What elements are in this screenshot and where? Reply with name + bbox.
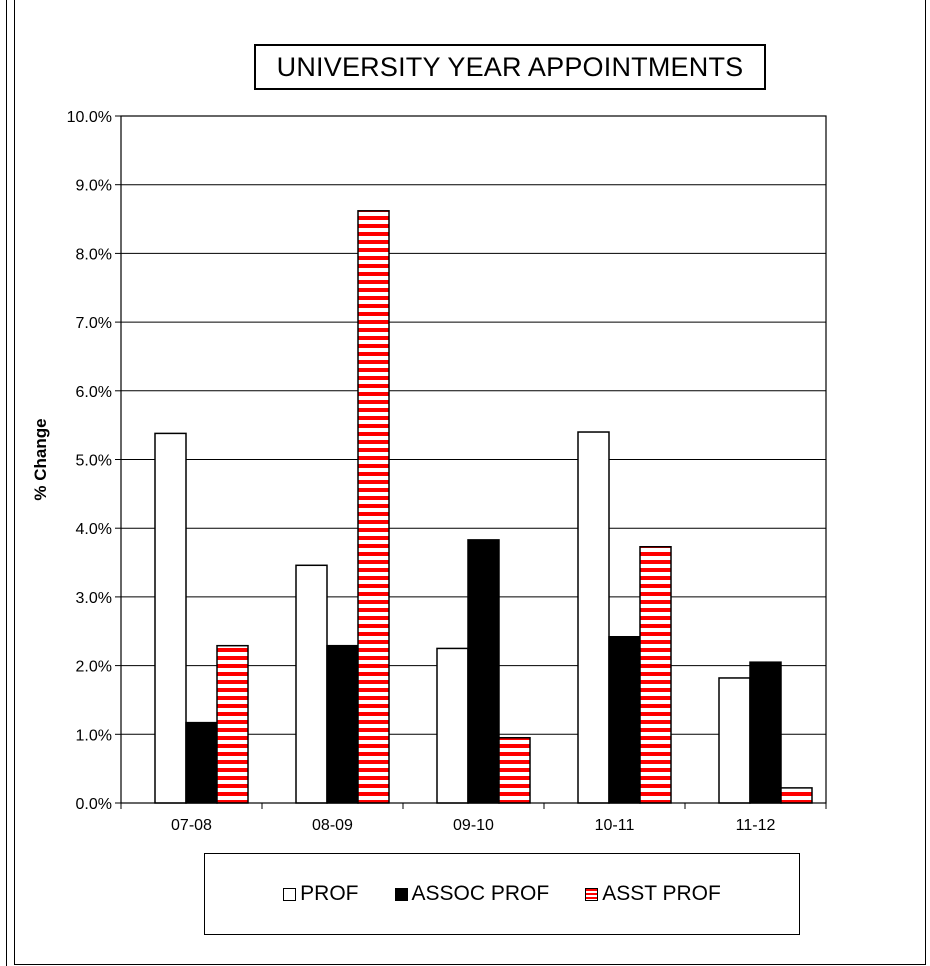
y-tick-label: 7.0%	[76, 315, 112, 332]
legend: PROF ASSOC PROF ASST PROF	[204, 853, 800, 935]
bar-prof	[154, 432, 187, 804]
legend-label-asst-prof: ASST PROF	[602, 882, 721, 905]
y-tick-labels: 0.0% 1.0% 2.0% 3.0% 4.0% 5.0% 6.0% 7.0% 8.0% 9.0%…	[67, 109, 112, 813]
legend-label-prof: PROF	[300, 882, 359, 905]
bar-asst-prof	[780, 787, 813, 804]
y-tick-label: 1.0%	[76, 727, 112, 744]
legend-swatch-assoc-prof	[394, 887, 408, 901]
bar-assoc-prof	[749, 661, 782, 804]
chart-border	[14, 0, 926, 965]
legend-item-asst-prof: ASST PROF	[585, 882, 721, 906]
y-tick-label: 2.0%	[76, 659, 112, 676]
x-tick-label: 07-08	[171, 817, 212, 834]
legend-item-prof: PROF	[283, 882, 359, 906]
y-tick-label: 5.0%	[76, 453, 112, 470]
legend-item-assoc-prof: ASSOC PROF	[394, 882, 550, 906]
legend-label-assoc-prof: ASSOC PROF	[411, 882, 550, 905]
y-tick-label: 8.0%	[76, 246, 112, 263]
bar-assoc-prof	[185, 721, 218, 804]
y-tick-label: 3.0%	[76, 590, 112, 607]
plot-area-border	[120, 115, 827, 804]
y-tick-label: 9.0%	[76, 178, 112, 195]
legend-swatch-asst-prof	[585, 887, 599, 901]
x-tick-label: 08-09	[312, 817, 353, 834]
x-tick-label: 10-11	[595, 817, 635, 834]
axes	[115, 115, 827, 809]
bar-asst-prof	[357, 210, 390, 804]
bar-assoc-prof	[467, 539, 500, 804]
bar-prof	[436, 647, 469, 804]
x-tick-labels: 07-08 08-09 09-10 10-11 11-12	[171, 817, 775, 834]
y-tick-label: 6.0%	[76, 384, 112, 401]
bar-asst-prof	[216, 644, 249, 804]
bar-prof	[295, 564, 328, 804]
x-tick-label: 11-12	[736, 817, 776, 834]
bar-prof	[577, 431, 610, 804]
bar-prof	[718, 677, 751, 804]
y-tick-label: 4.0%	[76, 521, 112, 538]
chart-title: UNIVERSITY YEAR APPOINTMENTS	[254, 44, 766, 90]
bar-asst-prof	[639, 545, 672, 804]
y-axis-label: % Change	[31, 418, 50, 500]
x-tick-label: 09-10	[453, 817, 494, 834]
bars	[154, 210, 813, 804]
bar-assoc-prof	[608, 635, 641, 804]
bar-assoc-prof	[326, 644, 359, 804]
legend-swatch-prof	[283, 887, 297, 901]
left-edge-line	[6, 0, 7, 966]
y-tick-label: 0.0%	[76, 796, 112, 813]
bar-asst-prof	[498, 736, 531, 804]
y-tick-label: 10.0%	[67, 109, 112, 126]
